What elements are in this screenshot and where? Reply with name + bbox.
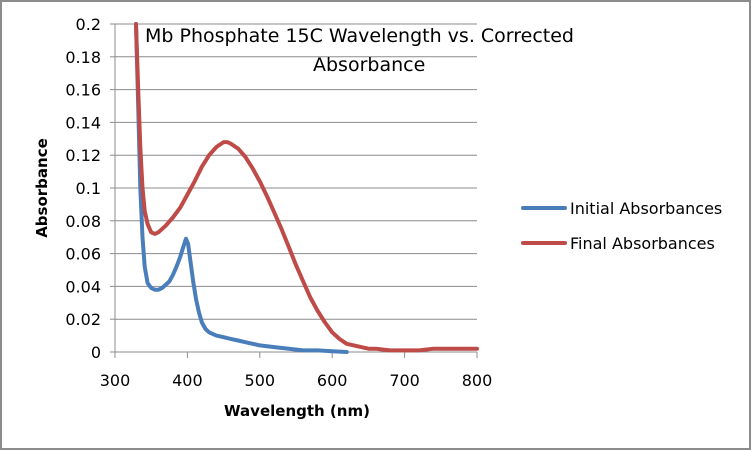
- x-tick-label: 300: [100, 371, 131, 390]
- chart-title-line-2: Absorbance: [313, 54, 425, 76]
- y-axis-title: Absorbance: [33, 138, 51, 238]
- legend-label: Initial Absorbances: [570, 199, 722, 218]
- x-tick-label: 500: [245, 371, 276, 390]
- y-tick-label: 0.04: [65, 277, 101, 296]
- x-tick-label: 400: [172, 371, 203, 390]
- y-tick-label: 0.18: [65, 48, 101, 67]
- x-tick-labels: 300 400 500 600 700 800: [100, 371, 493, 390]
- legend: Initial Absorbances Final Absorbances: [521, 199, 722, 253]
- x-axis-title: Wavelength (nm): [224, 402, 370, 420]
- y-tick-label: 0.1: [76, 179, 101, 198]
- x-tick-label: 600: [317, 371, 348, 390]
- series-line-final: [134, 22, 479, 353]
- series-lines: [134, 22, 479, 354]
- y-tick-label: 0.12: [65, 146, 101, 165]
- y-tick-label: 0.16: [65, 81, 101, 100]
- x-tick-label: 800: [462, 371, 493, 390]
- y-tick-label: 0.06: [65, 245, 101, 264]
- y-tick-label: 0.2: [76, 15, 101, 34]
- y-tick-labels: 0 0.02 0.04 0.06 0.08 0.1 0.12 0.14 0.16 0.18 0.2: [65, 15, 101, 362]
- y-tick-label: 0.02: [65, 310, 101, 329]
- series-line-initial: [134, 22, 349, 354]
- x-tick-label: 700: [389, 371, 420, 390]
- y-tick-label: 0.08: [65, 212, 101, 231]
- y-tick-label: 0: [91, 343, 101, 362]
- legend-label: Final Absorbances: [570, 234, 715, 253]
- gridlines: [115, 23, 477, 320]
- chart-title-line-1: Mb Phosphate 15C Wavelength vs. Correcte…: [145, 25, 574, 47]
- y-tick-label: 0.14: [65, 113, 101, 132]
